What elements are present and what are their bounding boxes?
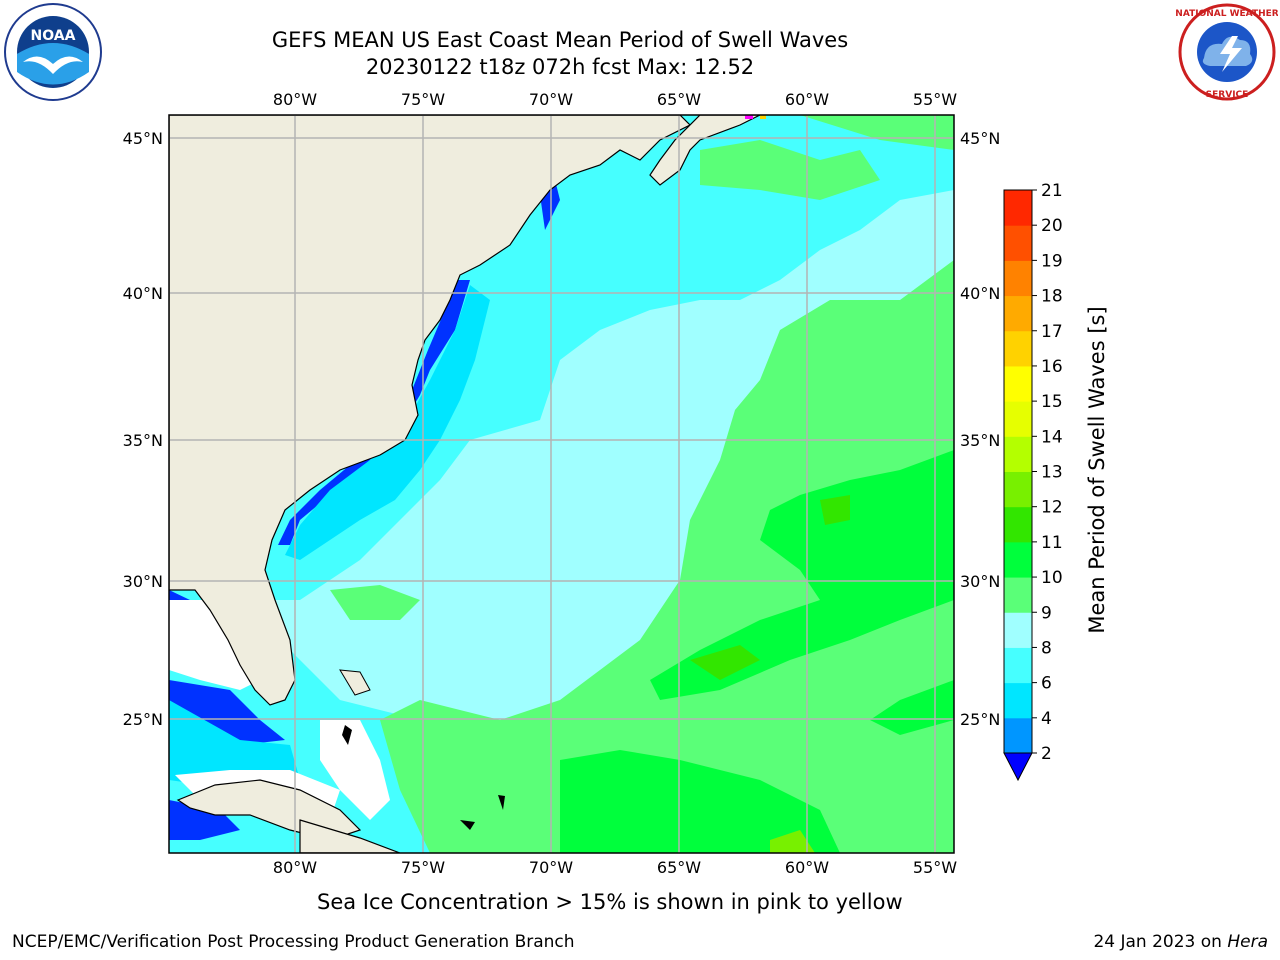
colorbar-segment [1004, 330, 1032, 367]
colorbar-tick-label: 19 [1041, 251, 1063, 271]
lon-label-top-55w: 55°W [913, 90, 957, 109]
lat-label-left-35n: 35°N [123, 431, 163, 450]
lat-label-left-45n: 45°N [123, 129, 163, 148]
lon-label-bottom-75w: 75°W [401, 858, 445, 877]
lon-label-top-80w: 80°W [273, 90, 317, 109]
colorbar-tick-label: 10 [1041, 568, 1063, 588]
colorbar-tick-label: 20 [1041, 216, 1063, 236]
colorbar-segment [1004, 682, 1032, 719]
colorbar-segment [1004, 295, 1032, 332]
colorbar-tick-label: 4 [1041, 709, 1052, 729]
lon-label-bottom-80w: 80°W [273, 858, 317, 877]
colorbar-tick-label: 2 [1041, 744, 1052, 764]
colorbar-tick-label: 6 [1041, 674, 1052, 694]
lat-label-right-45n: 45°N [960, 129, 1000, 148]
colorbar-tick-label: 11 [1041, 533, 1063, 553]
colorbar: 2 4 6 8 9 10 11 12 13 14 15 16 17 18 19 20 21 [1003, 181, 1063, 782]
colorbar-tick-label: 8 [1041, 638, 1052, 658]
noaa-logo-icon: NOAA [4, 3, 102, 101]
footer-credit: NCEP/EMC/Verification Post Processing Pr… [12, 932, 575, 952]
lon-label-bottom-55w: 55°W [913, 858, 957, 877]
colorbar-segment [1004, 190, 1032, 226]
colorbar-segment [1004, 225, 1032, 261]
colorbar-segment [1004, 541, 1032, 578]
lat-label-left-40n: 40°N [123, 284, 163, 303]
sea-ice-note: Sea Ice Concentration > 15% is shown in … [317, 890, 903, 914]
lat-label-right-35n: 35°N [960, 431, 1000, 450]
colorbar-segment [1004, 647, 1032, 684]
lon-label-top-60w: 60°W [785, 90, 829, 109]
nws-logo-icon: NATIONAL WEATHER SERVICE [1176, 3, 1278, 101]
lat-label-right-25n: 25°N [960, 710, 1000, 729]
lon-label-bottom-70w: 70°W [529, 858, 573, 877]
colorbar-segment [1004, 401, 1032, 437]
colorbar-tick-label: 14 [1041, 427, 1063, 447]
lon-label-top-70w: 70°W [529, 90, 573, 109]
svg-text:SERVICE: SERVICE [1206, 90, 1249, 100]
map-frame [168, 114, 955, 854]
lon-label-top-65w: 65°W [657, 90, 701, 109]
chart-title: GEFS MEAN US East Coast Mean Period of S… [271, 28, 849, 52]
svg-text:NOAA: NOAA [31, 28, 76, 44]
colorbar-tick-label: 17 [1041, 322, 1063, 342]
lat-label-right-40n: 40°N [960, 284, 1000, 303]
svg-text:NATIONAL WEATHER: NATIONAL WEATHER [1176, 9, 1278, 19]
footer-date-text: 24 Jan 2023 on [1093, 932, 1228, 952]
colorbar-segment [1004, 577, 1032, 613]
swell-period-field [169, 115, 954, 853]
colorbar-tick-label: 18 [1041, 287, 1063, 307]
lon-label-top-75w: 75°W [401, 90, 445, 109]
lon-label-bottom-60w: 60°W [785, 858, 829, 877]
colorbar-segment [1004, 717, 1032, 754]
colorbar-tick-label: 15 [1041, 392, 1063, 412]
colorbar-tick-label: 16 [1041, 357, 1063, 377]
colorbar-under-triangle [1003, 752, 1033, 782]
colorbar-segment [1004, 506, 1032, 543]
colorbar-segment [1004, 471, 1032, 508]
graticule [169, 115, 954, 853]
lat-label-left-25n: 25°N [123, 710, 163, 729]
colorbar-tick-label: 9 [1041, 603, 1052, 623]
chart-subtitle: 20230122 t18z 072h fcst Max: 12.52 [365, 55, 755, 79]
colorbar-tick-label: 21 [1041, 181, 1063, 201]
colorbar-segment [1004, 612, 1032, 648]
lat-label-right-30n: 30°N [960, 572, 1000, 591]
colorbar-segment [1004, 260, 1032, 297]
footer-host: Hera [1227, 932, 1268, 952]
colorbar-label: Mean Period of Swell Waves [s] [1085, 306, 1109, 634]
colorbar-segment [1004, 436, 1032, 472]
footer-date: 24 Jan 2023 on Hera [1093, 932, 1268, 952]
colorbar-segment [1004, 365, 1032, 402]
lon-label-bottom-65w: 65°W [657, 858, 701, 877]
colorbar-tick-label: 13 [1041, 463, 1063, 483]
lat-label-left-30n: 30°N [123, 572, 163, 591]
colorbar-tick-label: 12 [1041, 498, 1063, 518]
